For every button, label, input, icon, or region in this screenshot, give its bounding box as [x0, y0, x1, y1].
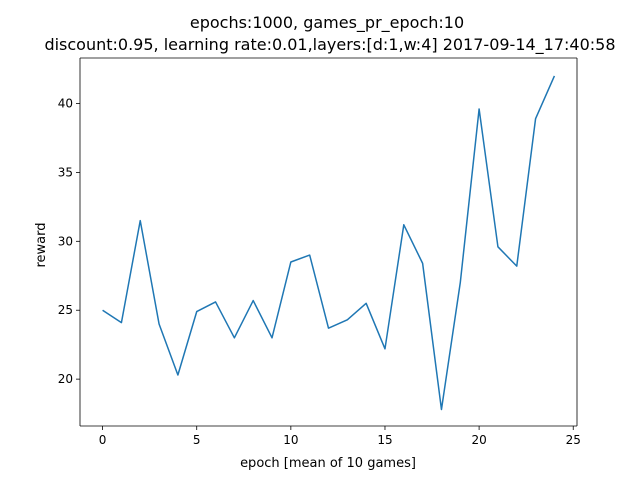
chart-title-line-1: epochs:1000, games_pr_epoch:10 [190, 13, 464, 33]
y-tick-label: 35 [58, 165, 73, 179]
y-tick-label: 40 [58, 96, 73, 110]
x-tick-label: 20 [471, 433, 486, 447]
y-tick-label: 30 [58, 234, 73, 248]
x-axis-label: epoch [mean of 10 games] [240, 456, 416, 471]
chart-title-line-2: discount:0.95, learning rate:0.01,layers… [44, 35, 615, 55]
series-line-0 [102, 75, 556, 411]
plot-area: 0 5 10 15 20 25 20 25 30 35 40 [58, 57, 581, 447]
x-tick-label: 25 [566, 433, 581, 447]
y-axis-label: reward [34, 222, 49, 267]
x-tick-label: 10 [283, 433, 298, 447]
x-tick-label: 0 [99, 433, 107, 447]
y-tick-label: 25 [58, 303, 73, 317]
x-tick-label: 5 [193, 433, 201, 447]
x-tick-label: 15 [377, 433, 392, 447]
y-tick-label: 20 [58, 372, 73, 386]
